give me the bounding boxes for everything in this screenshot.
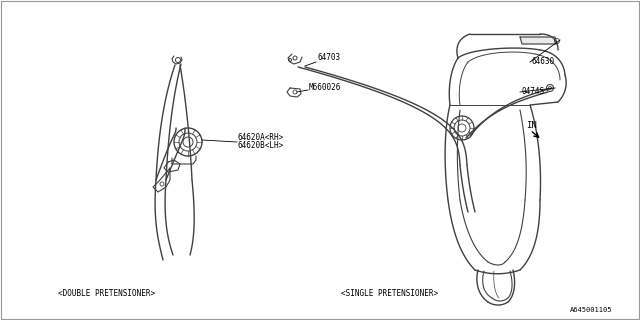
Polygon shape [520, 37, 557, 44]
Text: 64620B<LH>: 64620B<LH> [238, 141, 284, 150]
Text: <DOUBLE PRETENSIONER>: <DOUBLE PRETENSIONER> [58, 289, 156, 298]
Text: 0474S: 0474S [522, 87, 545, 97]
Text: A645001105: A645001105 [570, 307, 612, 313]
Text: 64620A<RH>: 64620A<RH> [238, 133, 284, 142]
Text: IN: IN [526, 122, 537, 131]
Text: 64703: 64703 [317, 53, 340, 62]
Text: M660026: M660026 [309, 84, 341, 92]
Text: 64630: 64630 [532, 58, 555, 67]
Text: <SINGLE PRETENSIONER>: <SINGLE PRETENSIONER> [341, 289, 438, 298]
